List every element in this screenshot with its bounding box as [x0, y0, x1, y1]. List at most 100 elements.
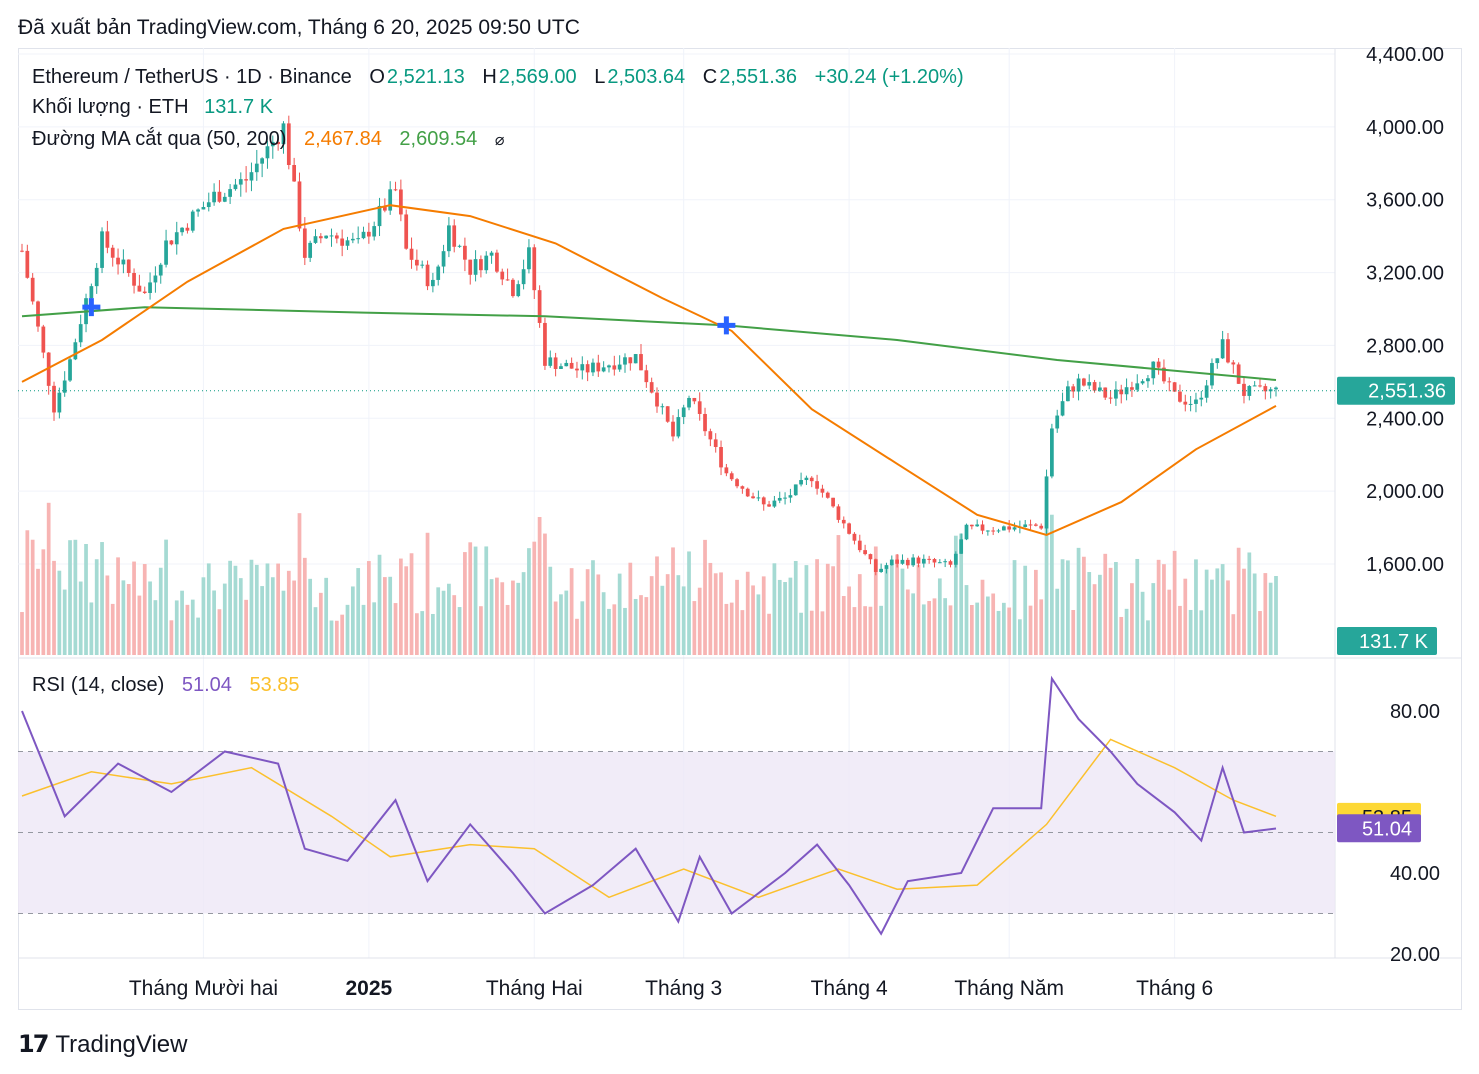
candle-body [969, 524, 974, 527]
volume-bar [313, 607, 318, 655]
volume-bar [441, 590, 446, 655]
candle-body [687, 397, 691, 408]
candle-body [1242, 383, 1246, 396]
candle-body [692, 397, 697, 402]
candle-body [404, 214, 409, 249]
candle-body [975, 524, 980, 527]
volume-bar [921, 604, 926, 655]
candle-body [580, 364, 585, 371]
volume-bar [633, 598, 638, 655]
candle-body [174, 232, 179, 245]
volume-bar [660, 585, 665, 655]
volume-bar [1199, 610, 1204, 655]
candle-body [388, 189, 393, 211]
volume-bar [815, 559, 819, 655]
candle-body [297, 181, 302, 229]
candle-body [783, 497, 787, 499]
candle-body [233, 184, 238, 190]
candle-body [100, 231, 104, 268]
candle-body [30, 277, 35, 302]
volume-bar [142, 564, 147, 655]
volume-value: 131.7 K [204, 96, 274, 118]
candles [20, 115, 1278, 576]
volume-bar [564, 590, 569, 655]
volume-bar [249, 559, 254, 655]
candle-body [745, 488, 750, 497]
candle-body [1119, 389, 1124, 395]
candle-body [57, 392, 62, 413]
volume-bar [804, 565, 809, 655]
volume-bar [436, 587, 441, 655]
volume-bar [1194, 559, 1198, 655]
volume-bar [1135, 558, 1140, 655]
candle-body [276, 141, 281, 145]
volume-bar [943, 598, 948, 655]
price-tick-label: 3,600.00 [1366, 190, 1444, 212]
candle-body [382, 205, 387, 211]
volume-bar [174, 600, 179, 655]
volume-bar [729, 602, 734, 655]
candle-body [425, 264, 430, 287]
price-tick-label: 4,400.00 [1366, 44, 1444, 66]
candle-body [1135, 383, 1140, 390]
volume-bar [228, 560, 232, 655]
candle-body [649, 382, 654, 393]
low-label: L [594, 66, 606, 88]
low-value: 2,503.64 [607, 66, 686, 88]
candle-body [180, 227, 184, 233]
volume-bar [953, 535, 958, 655]
candle-body [1247, 386, 1252, 396]
volume-bar [1215, 568, 1220, 655]
volume-bar [687, 551, 691, 655]
volume-bar [20, 612, 24, 655]
volume-bar [1103, 553, 1108, 655]
volume-bar [671, 547, 675, 655]
candle-body [815, 481, 819, 489]
volume-bar [927, 600, 932, 655]
candle-body [511, 279, 515, 297]
candle-body [222, 196, 227, 202]
volume-bar [505, 604, 510, 655]
candle-body [238, 179, 243, 185]
candle-body [697, 401, 702, 414]
candle-body [1236, 364, 1241, 384]
candle-body [350, 238, 355, 241]
hidden-icon[interactable]: ⌀ [494, 132, 505, 149]
candle-body [436, 266, 441, 280]
candle-body [249, 172, 254, 181]
volume-bar [724, 603, 729, 655]
volume-bar [1204, 569, 1209, 655]
candle-body [1188, 403, 1193, 405]
volume-bar [900, 568, 905, 655]
volume-bar [863, 606, 867, 655]
candle-body [228, 189, 232, 197]
high-value: 2,569.00 [498, 66, 577, 88]
volume-bar [30, 539, 35, 655]
candle-body [1167, 381, 1172, 383]
volume-bar [1140, 591, 1145, 655]
candle-body [788, 495, 793, 498]
time-tick-label: Tháng 3 [645, 977, 722, 1000]
candle-body [959, 539, 964, 554]
candle-body [137, 285, 142, 292]
volume-bar [100, 542, 104, 655]
candle-body [777, 497, 782, 501]
volume-bar [767, 613, 771, 655]
candle-body [500, 271, 505, 280]
rsi-label: RSI (14, close) [32, 674, 165, 696]
volume-bar [1162, 564, 1166, 655]
volume-bar [1001, 602, 1006, 655]
volume-bar [831, 566, 835, 655]
open-label: O [369, 66, 385, 88]
candle-body [1263, 386, 1268, 392]
volume-bar [57, 570, 62, 655]
volume-bar [543, 533, 547, 655]
candle-body [329, 235, 334, 237]
ma200-line [21, 306, 1277, 381]
volume-bar [841, 596, 846, 655]
candle-body [1199, 397, 1204, 400]
tradingview-logo[interactable]: 𝟭𝟳 TradingView [18, 1030, 187, 1059]
candle-body [671, 421, 675, 437]
chart-frame[interactable] [18, 48, 1462, 1010]
